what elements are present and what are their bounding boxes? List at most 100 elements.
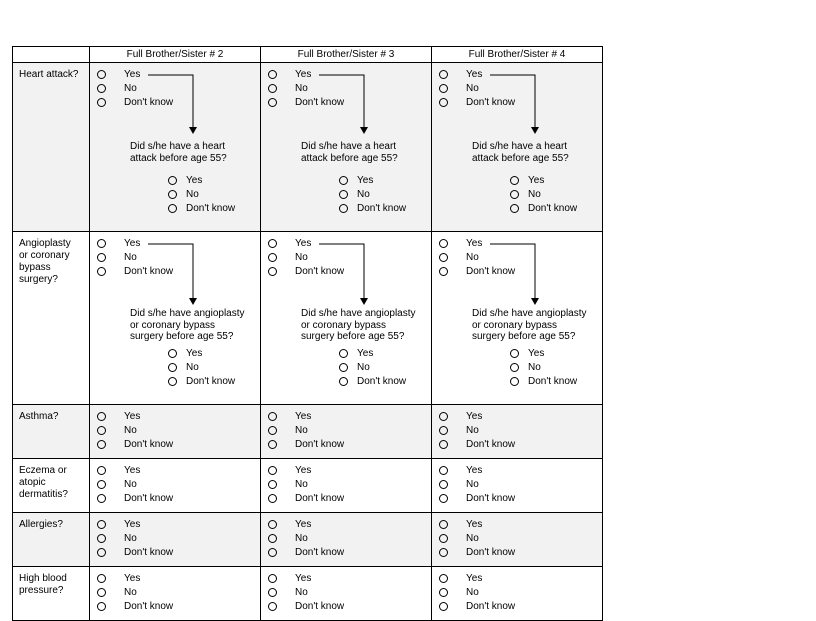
followup-option-don-t-know[interactable]: Don't know	[339, 201, 406, 215]
radio-circle-icon[interactable]	[168, 348, 177, 358]
followup-option-don-t-know[interactable]: Don't know	[168, 201, 235, 215]
option-yes[interactable]: Yes	[439, 409, 515, 423]
option-yes[interactable]: Yes	[97, 236, 173, 250]
followup-option-yes[interactable]: Yes	[339, 173, 406, 187]
followup-option-don-t-know[interactable]: Don't know	[339, 374, 406, 388]
radio-circle-icon[interactable]	[268, 465, 277, 475]
radio-circle-icon[interactable]	[339, 348, 348, 358]
option-yes[interactable]: Yes	[268, 463, 344, 477]
option-don-t-know[interactable]: Don't know	[268, 491, 344, 505]
followup-option-yes[interactable]: Yes	[168, 346, 235, 360]
option-yes[interactable]: Yes	[97, 463, 173, 477]
followup-option-no[interactable]: No	[510, 187, 577, 201]
option-yes[interactable]: Yes	[439, 517, 515, 531]
radio-circle-icon[interactable]	[510, 376, 519, 386]
option-no[interactable]: No	[268, 423, 344, 437]
radio-circle-icon[interactable]	[510, 189, 519, 199]
radio-circle-icon[interactable]	[439, 479, 448, 489]
option-no[interactable]: No	[268, 81, 344, 95]
option-no[interactable]: No	[268, 585, 344, 599]
option-yes[interactable]: Yes	[439, 236, 515, 250]
option-no[interactable]: No	[268, 250, 344, 264]
option-no[interactable]: No	[439, 585, 515, 599]
option-don-t-know[interactable]: Don't know	[97, 264, 173, 278]
radio-circle-icon[interactable]	[339, 376, 348, 386]
radio-circle-icon[interactable]	[439, 465, 448, 475]
followup-option-yes[interactable]: Yes	[339, 346, 406, 360]
radio-circle-icon[interactable]	[168, 203, 177, 213]
radio-circle-icon[interactable]	[339, 203, 348, 213]
option-don-t-know[interactable]: Don't know	[97, 95, 173, 109]
radio-circle-icon[interactable]	[97, 533, 106, 543]
radio-circle-icon[interactable]	[268, 439, 277, 449]
radio-circle-icon[interactable]	[268, 547, 277, 557]
option-don-t-know[interactable]: Don't know	[268, 545, 344, 559]
radio-circle-icon[interactable]	[439, 573, 448, 583]
radio-circle-icon[interactable]	[510, 348, 519, 358]
option-yes[interactable]: Yes	[268, 409, 344, 423]
option-don-t-know[interactable]: Don't know	[268, 264, 344, 278]
radio-circle-icon[interactable]	[510, 175, 519, 185]
radio-circle-icon[interactable]	[97, 519, 106, 529]
radio-circle-icon[interactable]	[439, 587, 448, 597]
radio-circle-icon[interactable]	[268, 479, 277, 489]
radio-circle-icon[interactable]	[268, 83, 277, 93]
option-don-t-know[interactable]: Don't know	[97, 437, 173, 451]
radio-circle-icon[interactable]	[510, 203, 519, 213]
option-no[interactable]: No	[268, 477, 344, 491]
radio-circle-icon[interactable]	[97, 97, 106, 107]
option-don-t-know[interactable]: Don't know	[439, 95, 515, 109]
radio-circle-icon[interactable]	[268, 97, 277, 107]
radio-circle-icon[interactable]	[268, 601, 277, 611]
option-don-t-know[interactable]: Don't know	[97, 599, 173, 613]
option-don-t-know[interactable]: Don't know	[439, 491, 515, 505]
radio-circle-icon[interactable]	[268, 238, 277, 248]
radio-circle-icon[interactable]	[97, 479, 106, 489]
radio-circle-icon[interactable]	[339, 175, 348, 185]
radio-circle-icon[interactable]	[97, 587, 106, 597]
option-don-t-know[interactable]: Don't know	[268, 437, 344, 451]
radio-circle-icon[interactable]	[97, 547, 106, 557]
radio-circle-icon[interactable]	[97, 465, 106, 475]
option-yes[interactable]: Yes	[97, 571, 173, 585]
radio-circle-icon[interactable]	[439, 238, 448, 248]
followup-option-no[interactable]: No	[339, 187, 406, 201]
radio-circle-icon[interactable]	[268, 69, 277, 79]
followup-option-no[interactable]: No	[510, 360, 577, 374]
radio-circle-icon[interactable]	[97, 266, 106, 276]
radio-circle-icon[interactable]	[97, 238, 106, 248]
followup-option-yes[interactable]: Yes	[510, 346, 577, 360]
radio-circle-icon[interactable]	[439, 266, 448, 276]
option-no[interactable]: No	[439, 250, 515, 264]
radio-circle-icon[interactable]	[439, 97, 448, 107]
radio-circle-icon[interactable]	[97, 439, 106, 449]
radio-circle-icon[interactable]	[439, 83, 448, 93]
option-no[interactable]: No	[439, 423, 515, 437]
radio-circle-icon[interactable]	[268, 252, 277, 262]
radio-circle-icon[interactable]	[168, 376, 177, 386]
radio-circle-icon[interactable]	[97, 411, 106, 421]
option-don-t-know[interactable]: Don't know	[268, 599, 344, 613]
option-yes[interactable]: Yes	[439, 571, 515, 585]
followup-option-no[interactable]: No	[339, 360, 406, 374]
radio-circle-icon[interactable]	[439, 425, 448, 435]
option-no[interactable]: No	[439, 81, 515, 95]
radio-circle-icon[interactable]	[339, 362, 348, 372]
option-don-t-know[interactable]: Don't know	[439, 264, 515, 278]
option-no[interactable]: No	[97, 585, 173, 599]
radio-circle-icon[interactable]	[268, 425, 277, 435]
followup-option-don-t-know[interactable]: Don't know	[510, 201, 577, 215]
radio-circle-icon[interactable]	[97, 493, 106, 503]
radio-circle-icon[interactable]	[439, 519, 448, 529]
radio-circle-icon[interactable]	[97, 252, 106, 262]
radio-circle-icon[interactable]	[439, 252, 448, 262]
radio-circle-icon[interactable]	[268, 266, 277, 276]
option-yes[interactable]: Yes	[268, 236, 344, 250]
followup-option-no[interactable]: No	[168, 187, 235, 201]
option-yes[interactable]: Yes	[97, 409, 173, 423]
option-don-t-know[interactable]: Don't know	[439, 545, 515, 559]
radio-circle-icon[interactable]	[339, 189, 348, 199]
option-yes[interactable]: Yes	[97, 67, 173, 81]
radio-circle-icon[interactable]	[439, 547, 448, 557]
radio-circle-icon[interactable]	[268, 411, 277, 421]
